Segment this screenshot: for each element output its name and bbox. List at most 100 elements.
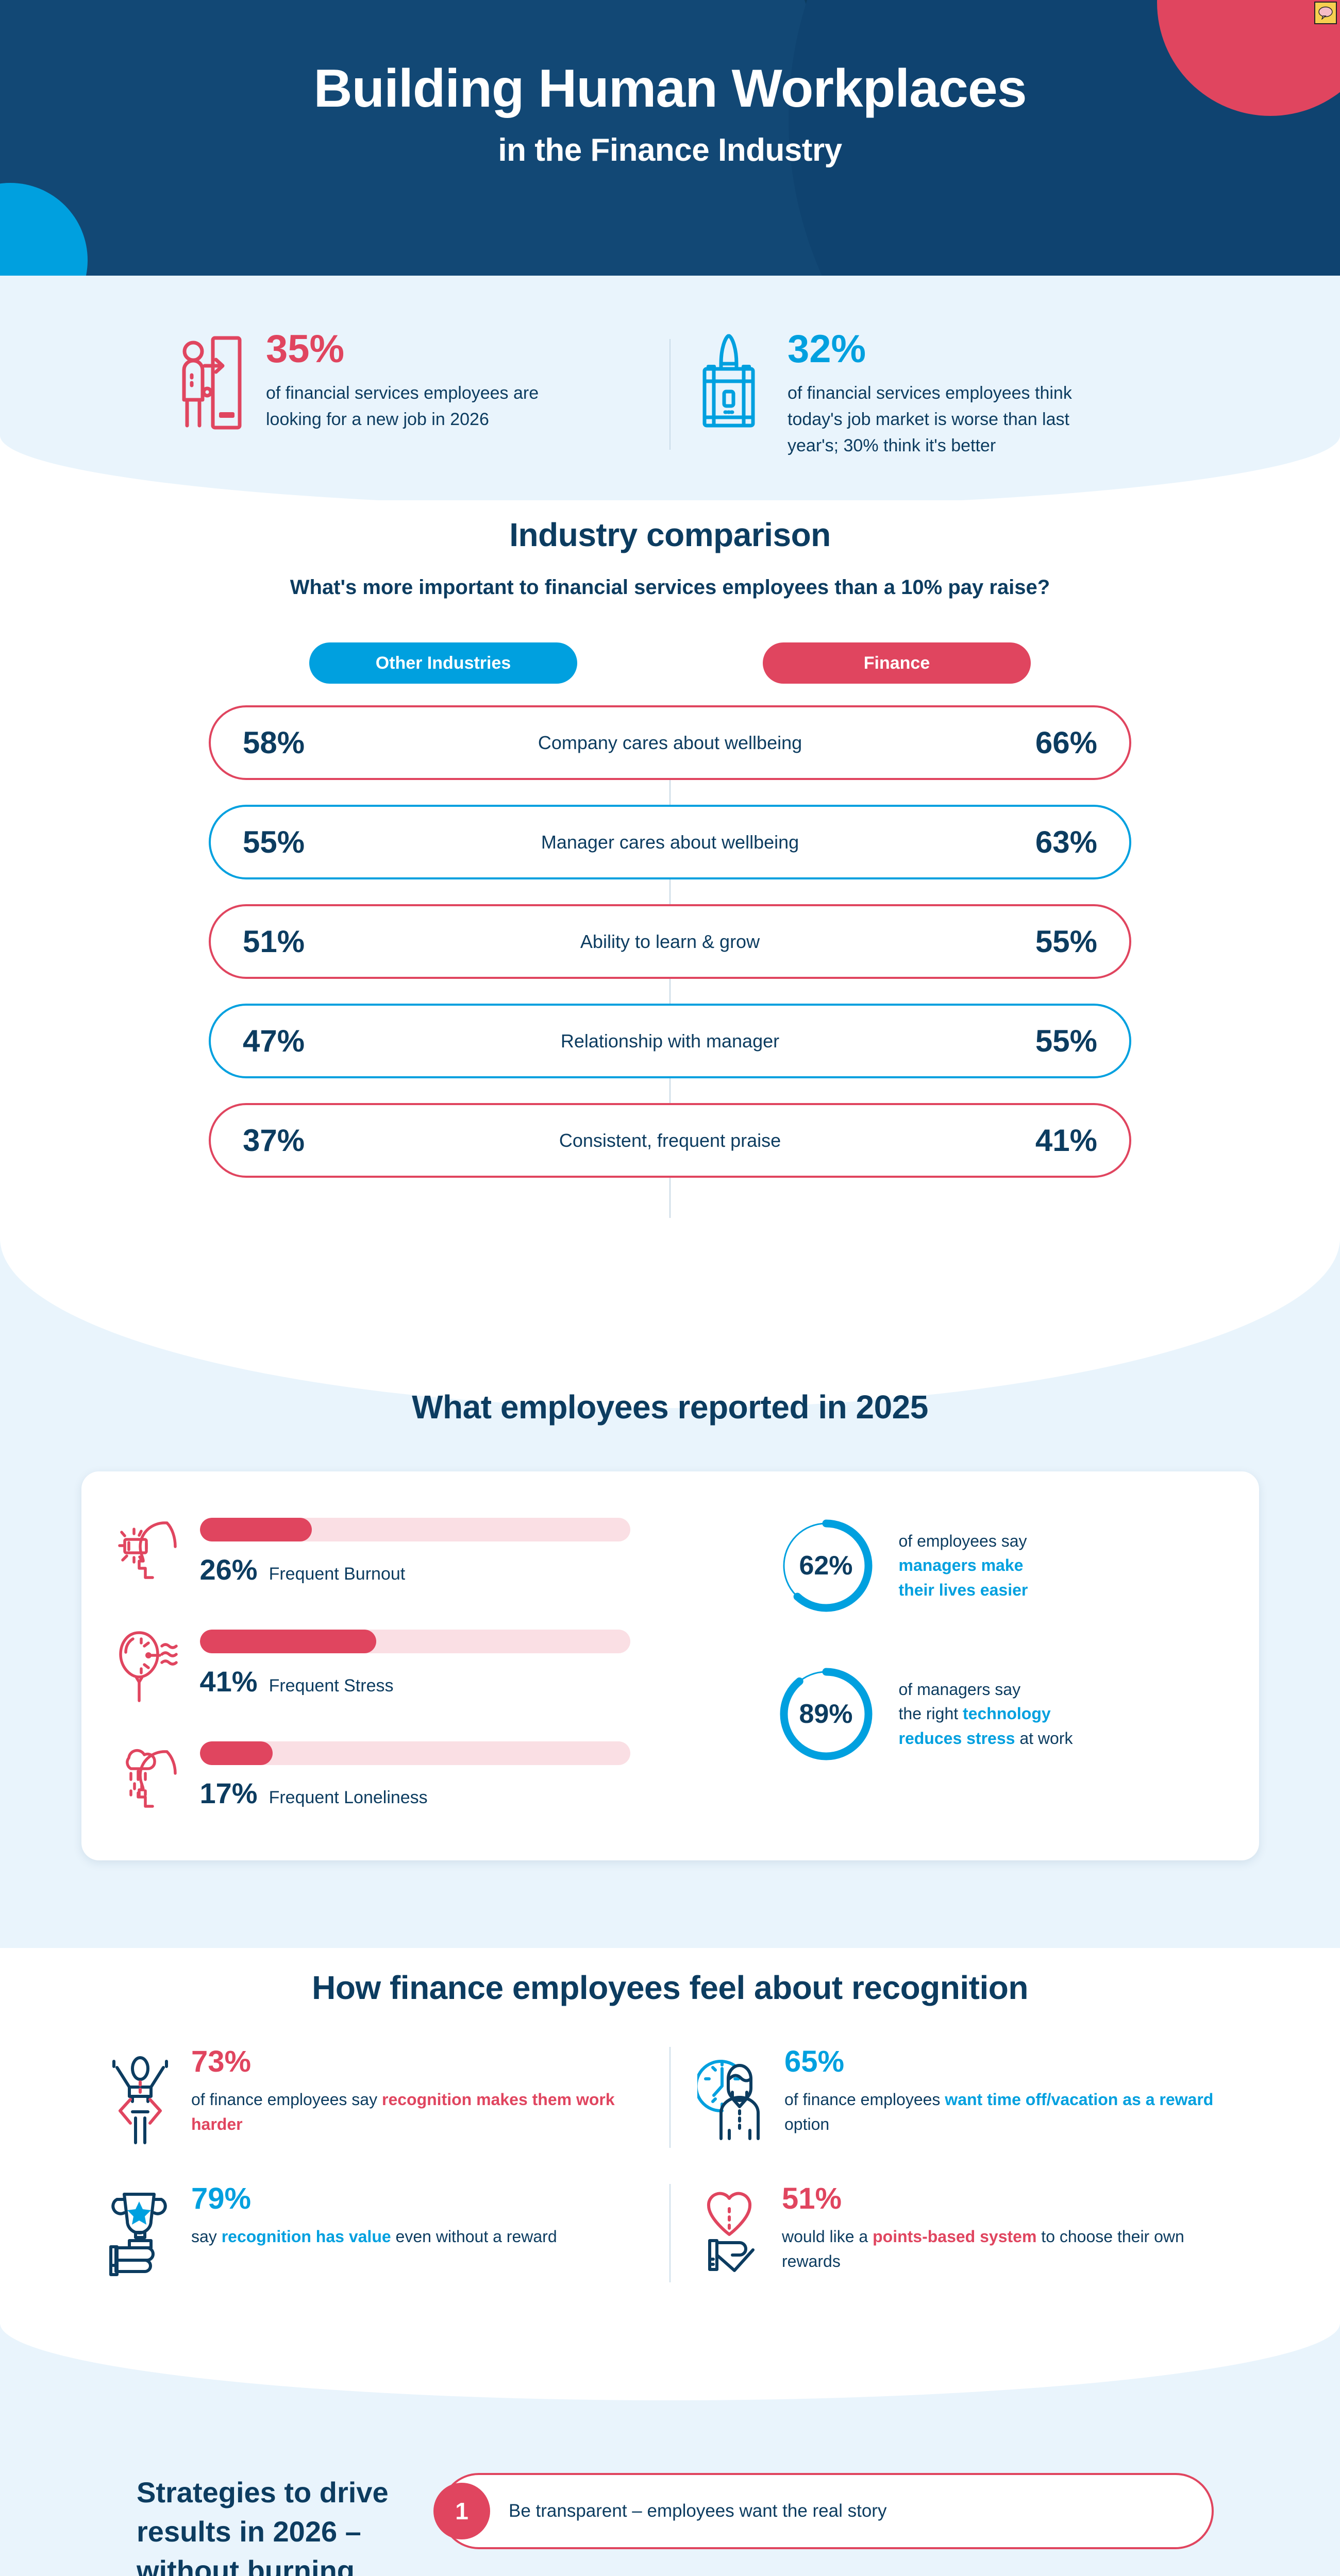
recognition-value: 51% bbox=[782, 2182, 842, 2215]
bar-stat-item: 17% Frequent Loneliness bbox=[118, 1737, 751, 1820]
bar-fill bbox=[199, 1630, 376, 1653]
recognition-divider bbox=[669, 2047, 671, 2148]
strategies-heading: Strategies to drive results in 2026 – wi… bbox=[137, 2476, 389, 2576]
comparison-label: Consistent, frequent praise bbox=[559, 1129, 781, 1151]
top-stat-description: of financial services employees are look… bbox=[266, 383, 539, 429]
comparison-legend: Other Industries Finance bbox=[0, 642, 1340, 684]
recognition-description: say recognition has value even without a… bbox=[191, 2224, 557, 2249]
recognition-text-plain: of finance employees bbox=[784, 2090, 945, 2109]
strategy-text: Be transparent – employees want the real… bbox=[509, 2501, 887, 2521]
comparison-other-value: 37% bbox=[243, 1123, 305, 1158]
recognition-description: would like a points-based system to choo… bbox=[782, 2224, 1215, 2274]
donut-description: of managers say the right technology red… bbox=[899, 1677, 1073, 1751]
bar-track bbox=[199, 1741, 630, 1765]
donut-chart-62: 62% bbox=[777, 1517, 875, 1615]
comparison-title: Industry comparison bbox=[509, 516, 831, 553]
industry-comparison-section: Industry comparison What's more importan… bbox=[0, 500, 1340, 1239]
top-stats-band: 35% of financial services employees are … bbox=[0, 276, 1340, 507]
comparison-other-value: 55% bbox=[243, 825, 305, 859]
recognition-description: of finance employees say recognition mak… bbox=[191, 2087, 624, 2137]
heart-hand-icon bbox=[697, 2184, 764, 2282]
recognition-item-73: 73% of finance employees say recognition… bbox=[80, 2047, 669, 2148]
legend-other-industries: Other Industries bbox=[309, 642, 577, 684]
recognition-text-tail: to choose their own rewards bbox=[782, 2227, 1184, 2270]
comparison-other-value: 51% bbox=[243, 924, 305, 959]
reported-2025-title: What employees reported in 2025 bbox=[412, 1388, 928, 1426]
top-stat-value: 35% bbox=[266, 327, 345, 371]
comparison-row: 58% Company cares about wellbeing 66% bbox=[209, 705, 1131, 780]
recognition-title: How finance employees feel about recogni… bbox=[312, 1969, 1028, 2006]
reported-2025-section: What employees reported in 2025 bbox=[0, 1238, 1340, 1948]
recognition-value: 65% bbox=[784, 2045, 845, 2078]
recognition-value: 79% bbox=[191, 2182, 252, 2215]
head-low-battery-icon bbox=[118, 1514, 179, 1597]
recognition-text-highlight: points-based system bbox=[873, 2227, 1037, 2246]
donut-value: 89% bbox=[799, 1699, 853, 1729]
donut-line-highlight-2: their lives easier bbox=[898, 1580, 1028, 1599]
recognition-section: How finance employees feel about recogni… bbox=[0, 1948, 1340, 2324]
person-exit-door-icon bbox=[175, 330, 244, 434]
comparison-other-value: 58% bbox=[243, 725, 305, 760]
recognition-text-plain: of finance employees say bbox=[191, 2090, 382, 2109]
top-stat-card-1: 35% of financial services employees are … bbox=[154, 330, 669, 434]
donut-line-prefix: the right bbox=[898, 1704, 963, 1723]
balloon-popping-icon bbox=[118, 1625, 179, 1708]
donut-line-highlight-1: managers make bbox=[898, 1556, 1024, 1575]
donut-stats-column: 62% of employees say managers make their… bbox=[757, 1514, 1223, 1820]
donut-line-plain: of employees say bbox=[898, 1531, 1027, 1550]
trophy-hand-icon bbox=[107, 2184, 174, 2282]
donut-value: 62% bbox=[799, 1551, 853, 1581]
donut-description: of employees say managers make their liv… bbox=[899, 1529, 1028, 1602]
bar-value: 26% bbox=[199, 1553, 258, 1586]
donut-stat-item: 89% of managers say the right technology… bbox=[777, 1665, 1223, 1763]
reported-2025-card: 26% Frequent Burnout bbox=[81, 1471, 1259, 1860]
top-stat-card-2: 32% of financial services employees thin… bbox=[671, 330, 1186, 459]
bar-stats-column: 26% Frequent Burnout bbox=[118, 1514, 751, 1820]
header-banner: Building Human Workplaces in the Finance… bbox=[0, 0, 1340, 276]
comparison-row: 47% Relationship with manager 55% bbox=[209, 1004, 1131, 1078]
comparison-subtitle: What's more important to financial servi… bbox=[290, 576, 1050, 599]
comparison-row: 55% Manager cares about wellbeing 63% bbox=[209, 805, 1131, 879]
recognition-item-51: 51% would like a points-based system to … bbox=[671, 2184, 1260, 2282]
recognition-description: of finance employees want time off/vacat… bbox=[784, 2087, 1217, 2137]
recognition-divider bbox=[669, 2184, 671, 2282]
comparison-finance-value: 55% bbox=[1035, 924, 1097, 959]
comparison-row: 37% Consistent, frequent praise 41% bbox=[209, 1103, 1131, 1178]
comparison-label: Manager cares about wellbeing bbox=[541, 831, 799, 853]
bar-value: 41% bbox=[199, 1665, 258, 1698]
top-stats-divider bbox=[669, 339, 671, 450]
donut-line-highlight-2: reduces stress bbox=[898, 1728, 1015, 1748]
bar-track bbox=[199, 1630, 630, 1653]
recognition-text-plain: say bbox=[191, 2227, 222, 2246]
donut-line-highlight-1: technology bbox=[963, 1704, 1051, 1723]
bar-label: Frequent Burnout bbox=[269, 1564, 406, 1584]
briefcase-hand-icon bbox=[691, 330, 766, 434]
donut-line-tail: at work bbox=[1015, 1728, 1073, 1748]
bar-value: 17% bbox=[199, 1777, 258, 1809]
clock-person-icon bbox=[694, 2047, 767, 2148]
donut-stat-item: 62% of employees say managers make their… bbox=[777, 1517, 1223, 1615]
recognition-text-tail: option bbox=[784, 2115, 830, 2133]
recognition-text-highlight: want time off/vacation as a reward bbox=[945, 2090, 1214, 2109]
top-stat-value: 32% bbox=[788, 327, 866, 371]
bar-track bbox=[199, 1518, 630, 1541]
comparison-other-value: 47% bbox=[243, 1024, 305, 1058]
strategy-item-1: 1 Be transparent – employees want the re… bbox=[433, 2473, 1214, 2549]
recognition-text-highlight: recognition has value bbox=[221, 2227, 391, 2246]
top-stat-description: of financial services employees think to… bbox=[788, 383, 1072, 455]
comparison-rows: 58% Company cares about wellbeing 66% 55… bbox=[0, 705, 1340, 1218]
comparison-finance-value: 55% bbox=[1035, 1024, 1097, 1058]
recognition-value: 73% bbox=[191, 2045, 252, 2078]
comparison-finance-value: 63% bbox=[1035, 825, 1097, 859]
recognition-text-highlight: recognition makes them work harder bbox=[191, 2090, 615, 2133]
speech-bubble-icon[interactable] bbox=[1314, 2, 1337, 24]
bar-stat-item: 26% Frequent Burnout bbox=[118, 1514, 751, 1597]
page-subtitle: in the Finance Industry bbox=[498, 132, 842, 168]
comparison-label: Company cares about wellbeing bbox=[538, 732, 802, 753]
donut-chart-89: 89% bbox=[777, 1665, 875, 1763]
comparison-finance-value: 66% bbox=[1035, 725, 1097, 760]
comparison-row: 51% Ability to learn & grow 55% bbox=[209, 904, 1131, 979]
donut-line-plain: of managers say bbox=[898, 1680, 1021, 1699]
strategy-number: 1 bbox=[433, 2483, 490, 2539]
